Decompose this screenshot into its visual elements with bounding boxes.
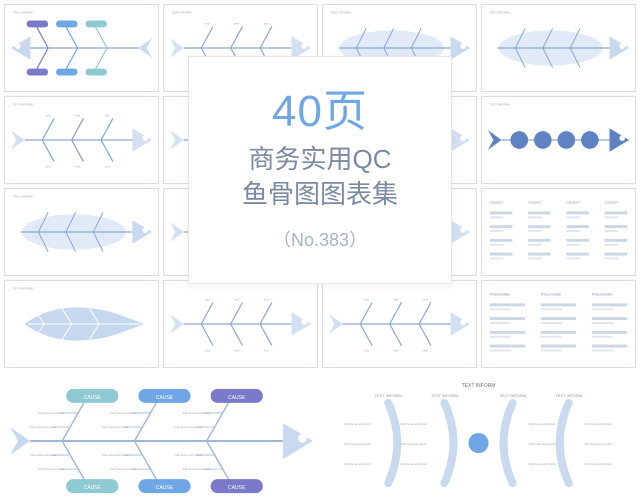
svg-text:Fish bone text block: Fish bone text block (529, 462, 556, 466)
svg-text:text: text (394, 348, 399, 352)
svg-text:Fish bone text block: Fish bone text block (38, 467, 65, 471)
svg-text:Placeholder: Placeholder (592, 292, 613, 297)
svg-text:CAUSE: CAUSE (156, 395, 174, 401)
svg-text:text: text (235, 297, 240, 301)
svg-text:text: text (364, 348, 369, 352)
svg-text:Fish bone text block: Fish bone text block (400, 442, 427, 446)
svg-text:Fish bone text block: Fish bone text block (585, 442, 612, 446)
svg-text:TEXT INFORM: TEXT INFORM (13, 11, 33, 15)
svg-text:Placeholder: Placeholder (490, 292, 511, 297)
svg-text:text: text (46, 164, 51, 168)
thumbnail-15: text text text text text text (322, 280, 477, 368)
svg-text:Fish bone text block: Fish bone text block (30, 425, 57, 429)
svg-text:TEXT INFORM: TEXT INFORM (431, 393, 458, 398)
svg-text:TEXT INFORM: TEXT INFORM (331, 11, 351, 15)
svg-text:text: text (423, 348, 428, 352)
svg-text:TEXT INFORM: TEXT INFORM (490, 103, 510, 107)
svg-text:Placeholder: Placeholder (541, 292, 562, 297)
svg-text:TEXT INFORM: TEXT INFORM (555, 393, 582, 398)
svg-text:TEXT INFORM: TEXT INFORM (462, 383, 496, 389)
svg-text:Fish bone text block: Fish bone text block (102, 425, 129, 429)
svg-text:Fish bone text block: Fish bone text block (585, 462, 612, 466)
svg-text:CAUSE: CAUSE (228, 395, 246, 401)
thumbnail-16: Placeholder Placeholder Placeholder (481, 280, 636, 368)
svg-text:text: text (235, 21, 240, 25)
svg-text:text: text (235, 348, 240, 352)
svg-text:Cause?: Cause? (490, 200, 504, 205)
thumbnail-13: TEXT INFORM (4, 280, 159, 368)
svg-text:text: text (76, 164, 81, 168)
thumbnail-4: TEXT INFORM (481, 4, 636, 92)
svg-text:Cause?: Cause? (566, 200, 580, 205)
svg-text:text: text (264, 297, 269, 301)
svg-text:CAUSE: CAUSE (84, 395, 102, 401)
big-thumbnail-row: Fish bone text block Fish bone text block… (0, 374, 640, 500)
thumbnail-5: text text text text text text TEXT INFORM (4, 96, 159, 184)
thumbnail-9: TEXT INFORM (4, 188, 159, 276)
title-line1: 40页 (272, 88, 368, 136)
svg-text:CAUSE: CAUSE (84, 485, 102, 491)
title-unit: 页 (323, 87, 368, 136)
svg-text:text: text (105, 113, 110, 117)
svg-text:text: text (205, 297, 210, 301)
svg-text:TEXT INFORM: TEXT INFORM (375, 393, 402, 398)
svg-text:Fish bone text block: Fish bone text block (344, 462, 371, 466)
svg-text:Fish bone text block: Fish bone text block (175, 453, 202, 457)
svg-text:Fish bone text block: Fish bone text block (529, 442, 556, 446)
title-number: 40 (272, 87, 323, 136)
svg-text:Fish bone text block: Fish bone text block (110, 411, 137, 415)
svg-text:text: text (264, 348, 269, 352)
big-thumbnail-A: Fish bone text block Fish bone text block… (6, 374, 317, 500)
svg-text:Fish bone text block: Fish bone text block (344, 422, 371, 426)
svg-text:text: text (364, 297, 369, 301)
svg-text:CAUSE: CAUSE (156, 485, 174, 491)
svg-text:text: text (394, 297, 399, 301)
svg-text:Cause?: Cause? (605, 200, 619, 205)
big-thumbnail-B: TEXT INFORMTEXT INFORMFish bone text blo… (323, 374, 634, 500)
thumbnail-8: TEXT INFORM (481, 96, 636, 184)
svg-text:Fish bone text block: Fish bone text block (183, 467, 210, 471)
svg-text:Fish bone text block: Fish bone text block (529, 422, 556, 426)
svg-text:Fish bone text block: Fish bone text block (102, 453, 129, 457)
svg-text:TEXT INFORM: TEXT INFORM (13, 287, 33, 291)
thumbnail-12: Cause? Cause? Cause? Cause? (481, 188, 636, 276)
svg-text:Fish bone text block: Fish bone text block (110, 467, 137, 471)
title-card: 40页 商务实用QC 鱼骨图图表集 （No.383） (188, 56, 452, 284)
svg-text:Fish bone text block: Fish bone text block (585, 422, 612, 426)
svg-text:TEXT INFORM: TEXT INFORM (13, 195, 33, 199)
svg-text:text: text (205, 21, 210, 25)
svg-text:Fish bone text block: Fish bone text block (400, 422, 427, 426)
svg-text:Fish bone text block: Fish bone text block (38, 411, 65, 415)
title-line3: 鱼骨图图表集 (242, 177, 398, 212)
svg-text:Cause?: Cause? (528, 200, 542, 205)
svg-text:CAUSE: CAUSE (228, 485, 246, 491)
svg-text:TEXT INFORM: TEXT INFORM (490, 11, 510, 15)
svg-text:text: text (105, 164, 110, 168)
svg-text:text: text (205, 348, 210, 352)
title-sub: （No.383） (273, 226, 367, 252)
svg-text:Fish bone text block: Fish bone text block (30, 453, 57, 457)
svg-text:Fish bone text block: Fish bone text block (183, 411, 210, 415)
thumbnail-14: text text text text text text (163, 280, 318, 368)
thumbnail-1: TEXT INFORM (4, 4, 159, 92)
svg-text:Fish bone text block: Fish bone text block (344, 442, 371, 446)
svg-text:TEXT INFORM: TEXT INFORM (499, 393, 526, 398)
svg-text:Fish bone text block: Fish bone text block (400, 462, 427, 466)
svg-text:text: text (423, 297, 428, 301)
svg-text:TEXT INFORM: TEXT INFORM (13, 103, 33, 107)
svg-text:text: text (46, 113, 51, 117)
svg-text:Fish bone text block: Fish bone text block (175, 425, 202, 429)
title-line2: 商务实用QC (248, 142, 391, 177)
svg-text:text: text (264, 21, 269, 25)
svg-text:text: text (76, 113, 81, 117)
svg-text:TEXT INFORM: TEXT INFORM (172, 11, 192, 15)
